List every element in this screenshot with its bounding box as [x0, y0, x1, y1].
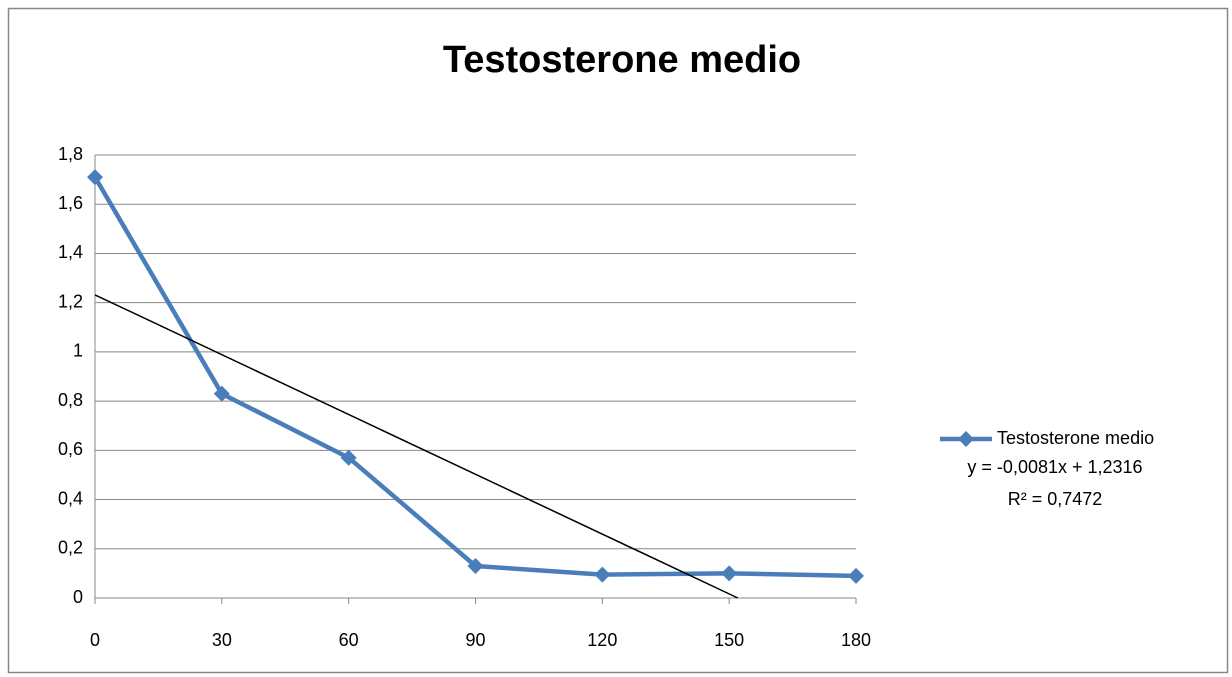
y-tick-label: 1,6	[58, 193, 83, 213]
y-tick-label: 1,2	[58, 291, 83, 311]
x-tick-label: 180	[841, 630, 871, 650]
y-tick-label: 0,8	[58, 390, 83, 410]
trendline-equation: y = -0,0081x + 1,2316	[967, 457, 1142, 477]
x-tick-label: 0	[90, 630, 100, 650]
y-tick-label: 0,6	[58, 439, 83, 459]
x-tick-label: 60	[339, 630, 359, 650]
data-point	[467, 558, 484, 575]
y-tick-label: 1	[73, 341, 83, 361]
legend-marker	[958, 431, 974, 447]
y-tick-label: 0	[73, 587, 83, 607]
x-tick-label: 150	[714, 630, 744, 650]
x-tick-label: 30	[212, 630, 232, 650]
trendline-r-squared: R² = 0,7472	[1008, 489, 1103, 509]
data-point	[213, 385, 230, 402]
data-point	[340, 449, 357, 466]
data-point	[848, 567, 864, 584]
data-point	[721, 565, 738, 582]
x-tick-label: 90	[465, 630, 485, 650]
y-tick-label: 0,4	[58, 488, 83, 508]
y-tick-label: 1,8	[58, 144, 83, 164]
chart-title: Testosterone medio	[443, 39, 801, 81]
y-tick-label: 1,4	[58, 242, 83, 262]
x-tick-label: 120	[587, 630, 617, 650]
data-point	[87, 169, 103, 186]
data-point	[594, 566, 611, 583]
legend-label: Testosterone medio	[997, 428, 1154, 448]
trendline	[94, 294, 739, 599]
chart-frame	[7, 7, 1229, 674]
y-tick-label: 0,2	[58, 538, 83, 558]
